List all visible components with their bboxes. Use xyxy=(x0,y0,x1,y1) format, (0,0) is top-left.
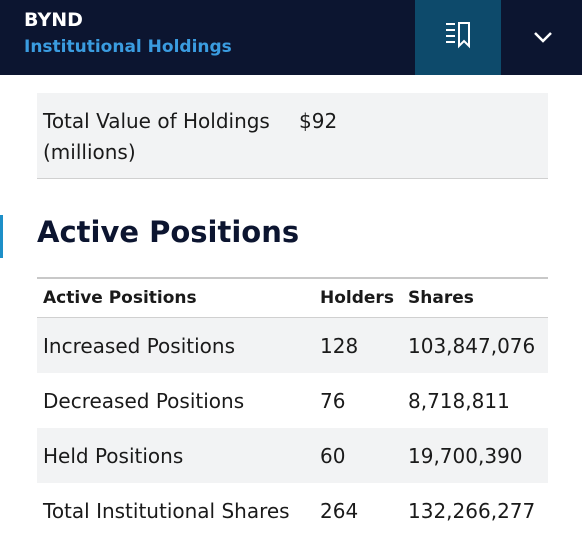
column-header: Holders xyxy=(320,278,408,318)
table-cell: 76 xyxy=(320,388,346,413)
positions-table: Active Positions Holders Shares Increase… xyxy=(37,277,548,538)
table-cell: Decreased Positions xyxy=(43,388,245,413)
header: BYND Institutional Holdings xyxy=(0,0,582,75)
table-row: Held Positions 60 19,700,390 xyxy=(37,428,548,483)
table-cell: Total Institutional Shares xyxy=(43,498,290,523)
summary-value: $92 xyxy=(299,109,338,133)
column-header: Shares xyxy=(408,278,548,318)
column-header: Active Positions xyxy=(37,278,320,318)
table-cell: Held Positions xyxy=(37,428,320,483)
table-row: Total Institutional Shares 264 132,266,277 xyxy=(37,483,548,538)
table-cell: 60 xyxy=(320,428,408,483)
expand-button[interactable] xyxy=(520,14,566,60)
header-row: Active Positions Holders Shares xyxy=(37,278,548,318)
section-title: Active Positions xyxy=(37,215,300,249)
table-cell: Increased Positions xyxy=(37,317,320,373)
summary-row: Total Value of Holdings (millions) $92 xyxy=(37,93,548,179)
table-cell: 103,847,076 xyxy=(408,317,548,373)
table-row: Decreased Positions 76 8,718,811 xyxy=(37,373,548,428)
summary-label: Total Value of Holdings (millions) xyxy=(43,109,270,164)
table-cell: 19,700,390 xyxy=(408,428,548,483)
bookmark-icon xyxy=(446,22,470,49)
ticker: BYND xyxy=(24,9,83,31)
table-cell: 132,266,277 xyxy=(408,498,536,523)
table-cell: 264 xyxy=(320,498,359,523)
subtitle: Institutional Holdings xyxy=(24,37,232,57)
table-row: Increased Positions 128 103,847,076 xyxy=(37,317,548,373)
table-cell: 8,718,811 xyxy=(408,388,510,413)
table-cell: 128 xyxy=(320,317,408,373)
bookmark-button[interactable] xyxy=(415,0,501,75)
section-accent xyxy=(0,215,3,258)
